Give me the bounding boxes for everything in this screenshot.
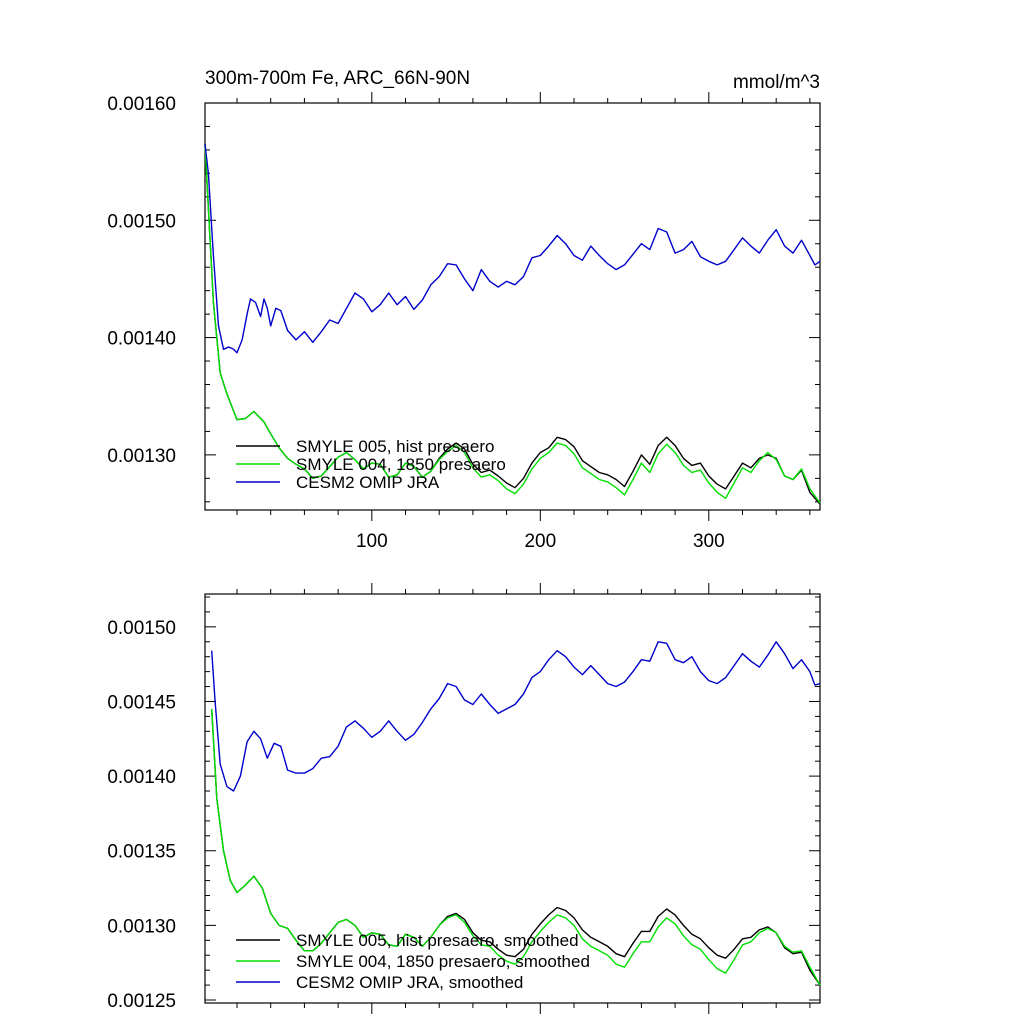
- bottom-panel: 0.00125 0.00130 0.00135 0.00140 0.00145 0.001…: [107, 583, 821, 1014]
- y-tick-label: 0.00135: [107, 842, 176, 863]
- y-tick-label: 0.00145: [107, 692, 176, 713]
- y-tick-label: 0.00140: [107, 329, 176, 350]
- series-line-3: [204, 144, 821, 354]
- y-tick-label: 0.00140: [107, 767, 176, 788]
- legend-entry-3: CESM2 OMIP JRA, smoothed: [296, 973, 523, 992]
- units-label: mmol/m^3: [733, 72, 820, 93]
- y-tick-label: 0.00130: [107, 916, 176, 937]
- x-tick-label: 200: [524, 531, 556, 552]
- y-tick-label: 0.00150: [107, 618, 176, 639]
- series-line-3: [211, 641, 821, 792]
- top-panel: 100 200 300 0.00130 0.00140 0.00150 0.00160 SMY…: [107, 68, 821, 552]
- y-tick-label: 0.00125: [107, 991, 176, 1012]
- chart-title: 300m-700m Fe, ARC_66N-90N: [205, 68, 470, 89]
- y-tick-label: 0.00130: [107, 446, 176, 467]
- plot-frame: [204, 593, 821, 1004]
- series-line-2: [211, 708, 821, 986]
- x-tick-label: 100: [356, 531, 388, 552]
- plot-frame: [204, 102, 821, 511]
- series-line-2: [204, 144, 821, 504]
- legend-entry-2: SMYLE 004, 1850 presaero: [296, 455, 506, 474]
- legend-entry-1: SMYLE 005, hist presaero, smoothed: [296, 931, 579, 950]
- x-tick-label: 300: [693, 531, 725, 552]
- y-tick-label: 0.00150: [107, 211, 176, 232]
- y-tick-label: 0.00160: [107, 94, 176, 115]
- legend-entry-2: SMYLE 004, 1850 presaero, smoothed: [296, 952, 590, 971]
- legend-entry-3: CESM2 OMIP JRA: [296, 473, 440, 492]
- legend-entry-1: SMYLE 005, hist presaero: [296, 437, 494, 456]
